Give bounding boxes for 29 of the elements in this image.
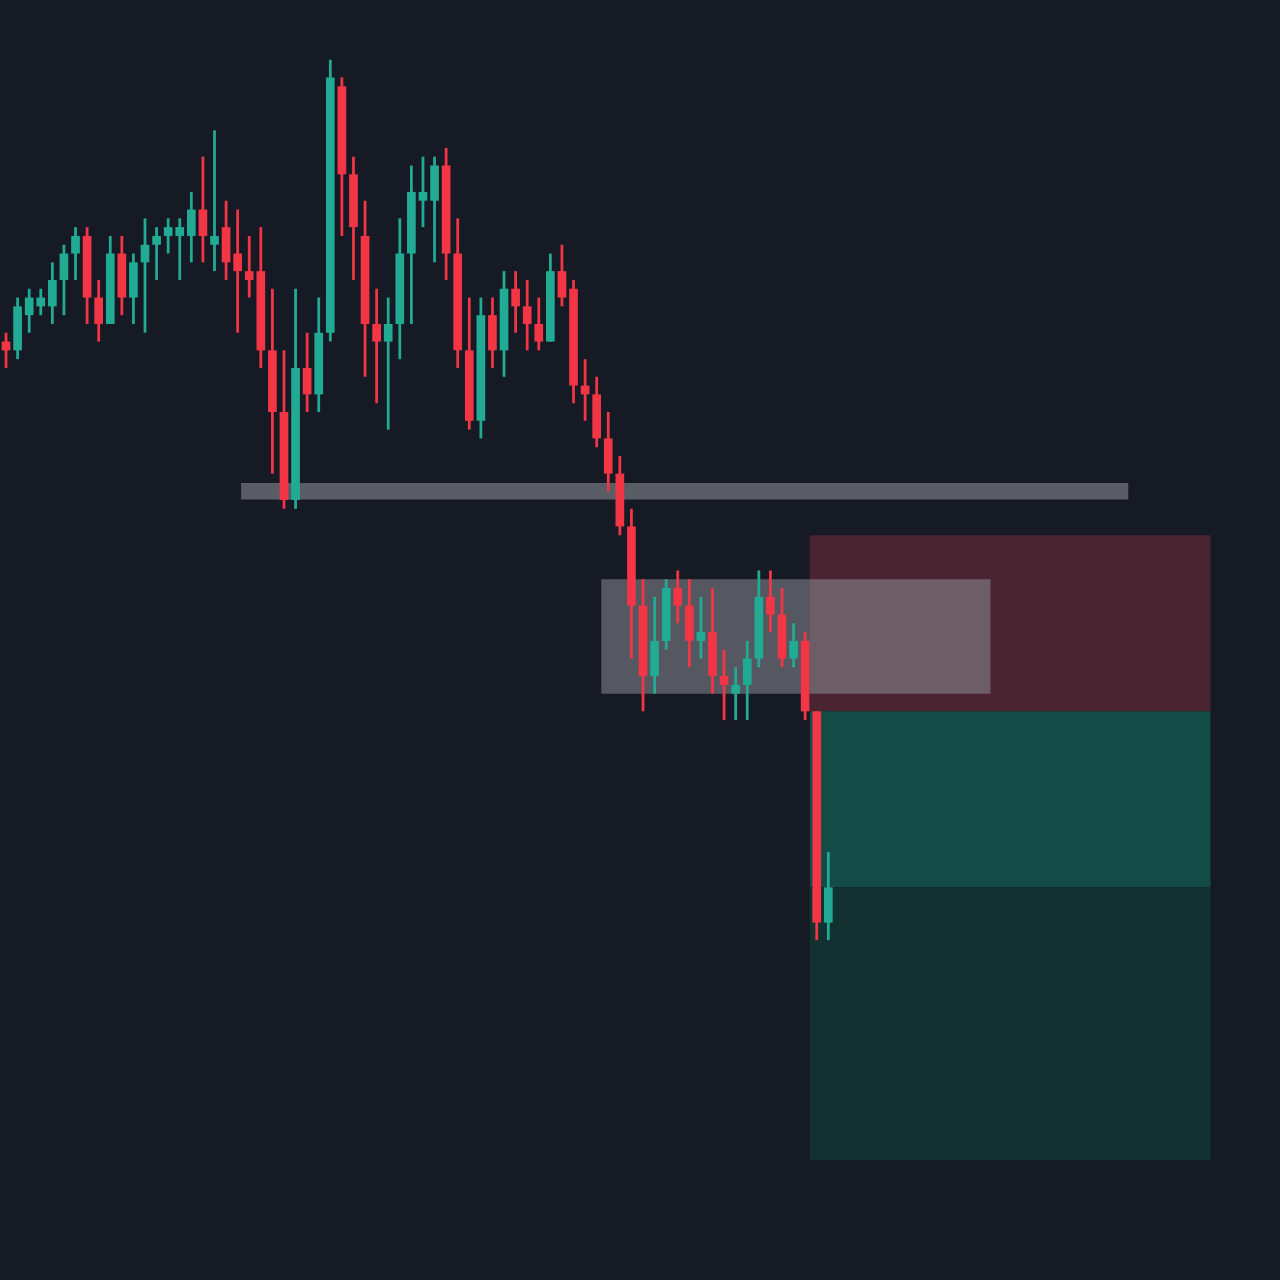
candlestick (731, 665, 741, 722)
candlestick (152, 225, 161, 282)
candlestick (789, 621, 798, 669)
candlestick (94, 278, 104, 343)
candlestick (59, 243, 69, 317)
candlestick (823, 850, 833, 942)
candlestick (488, 296, 497, 370)
candlestick (372, 287, 381, 405)
candlestick (522, 278, 532, 352)
candlestick (650, 595, 659, 696)
candlestick (742, 639, 752, 722)
candlestick (766, 569, 775, 634)
candlestick (708, 586, 717, 696)
candlestick (777, 586, 787, 669)
candlestick (673, 569, 683, 625)
candlestick (592, 375, 602, 449)
candlestick (383, 296, 393, 431)
candlestick (71, 225, 80, 282)
candlestick (696, 595, 706, 660)
candlestick (511, 269, 520, 335)
candlestick (210, 128, 219, 273)
candlestick (198, 155, 208, 264)
candlestick (302, 331, 312, 414)
candlestick (117, 234, 127, 317)
candlestick (534, 296, 544, 352)
candlestick (129, 252, 138, 326)
candlestick (603, 410, 613, 493)
candlestick (719, 648, 729, 722)
candlestick (684, 577, 694, 669)
